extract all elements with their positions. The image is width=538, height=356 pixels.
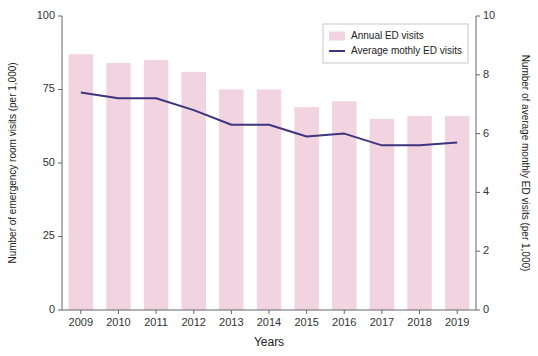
tick-label: 2014: [257, 316, 281, 328]
tick-label: 10: [483, 9, 495, 21]
tick: [306, 310, 307, 314]
tick-label: 2019: [445, 316, 469, 328]
tick: [156, 310, 157, 314]
y-axis-label: Number of emergency room visits (per 1,0…: [7, 62, 18, 263]
tick-label: 2010: [106, 316, 130, 328]
chart: 0 25 50 75 100 0 2 4 6 8 10 2009 2010 2011 2012 2013 201…: [0, 0, 538, 356]
legend-swatch: [329, 32, 345, 41]
bar: [106, 63, 130, 310]
legend-entry: Annual ED visits: [351, 30, 424, 41]
tick-label: 2018: [407, 316, 431, 328]
tick-label: 8: [483, 68, 489, 80]
tick-label: 0: [483, 303, 489, 315]
y2-axis-label: Number of average monthly ED visits (per…: [520, 55, 531, 272]
legend-swatch: [329, 50, 345, 52]
tick-label: 2015: [294, 316, 318, 328]
tick-label: 2017: [370, 316, 394, 328]
legend-entry: Average mothly ED visits: [351, 45, 462, 56]
tick-label: 100: [37, 9, 55, 21]
x-axis-label: Years: [254, 335, 284, 349]
plot-area: [69, 54, 470, 310]
tick-label: 25: [43, 229, 55, 241]
tick: [118, 310, 119, 314]
tick: [58, 236, 62, 237]
tick: [476, 251, 480, 252]
tick: [58, 16, 62, 17]
tick: [476, 16, 480, 17]
tick: [193, 310, 194, 314]
tick: [58, 310, 62, 311]
tick: [58, 163, 62, 164]
tick: [476, 133, 480, 134]
tick-label: 2013: [219, 316, 243, 328]
tick-label: 6: [483, 127, 489, 139]
line: [81, 92, 457, 145]
tick-label: 2: [483, 244, 489, 256]
bar: [219, 90, 243, 311]
tick-label: 2011: [144, 316, 168, 328]
legend: Annual ED visits Average mothly ED visits: [323, 24, 468, 63]
tick-label: 75: [43, 82, 55, 94]
bar: [370, 119, 394, 310]
bar: [445, 116, 469, 310]
tick-label: 0: [49, 303, 55, 315]
tick: [269, 310, 270, 314]
bar: [332, 101, 356, 310]
tick-label: 2009: [69, 316, 93, 328]
tick: [419, 310, 420, 314]
tick: [58, 89, 62, 90]
tick: [476, 310, 480, 311]
tick-label: 50: [43, 156, 55, 168]
tick: [344, 310, 345, 314]
y2-axis: [476, 16, 477, 310]
tick: [457, 310, 458, 314]
tick: [476, 192, 480, 193]
bar: [257, 90, 281, 311]
tick: [381, 310, 382, 314]
tick-label: 4: [483, 185, 489, 197]
legend-frame: [323, 24, 468, 63]
tick: [80, 310, 81, 314]
tick-label: 2012: [181, 316, 205, 328]
bar: [294, 107, 318, 310]
tick: [231, 310, 232, 314]
tick: [476, 74, 480, 75]
tick-label: 2016: [332, 316, 356, 328]
